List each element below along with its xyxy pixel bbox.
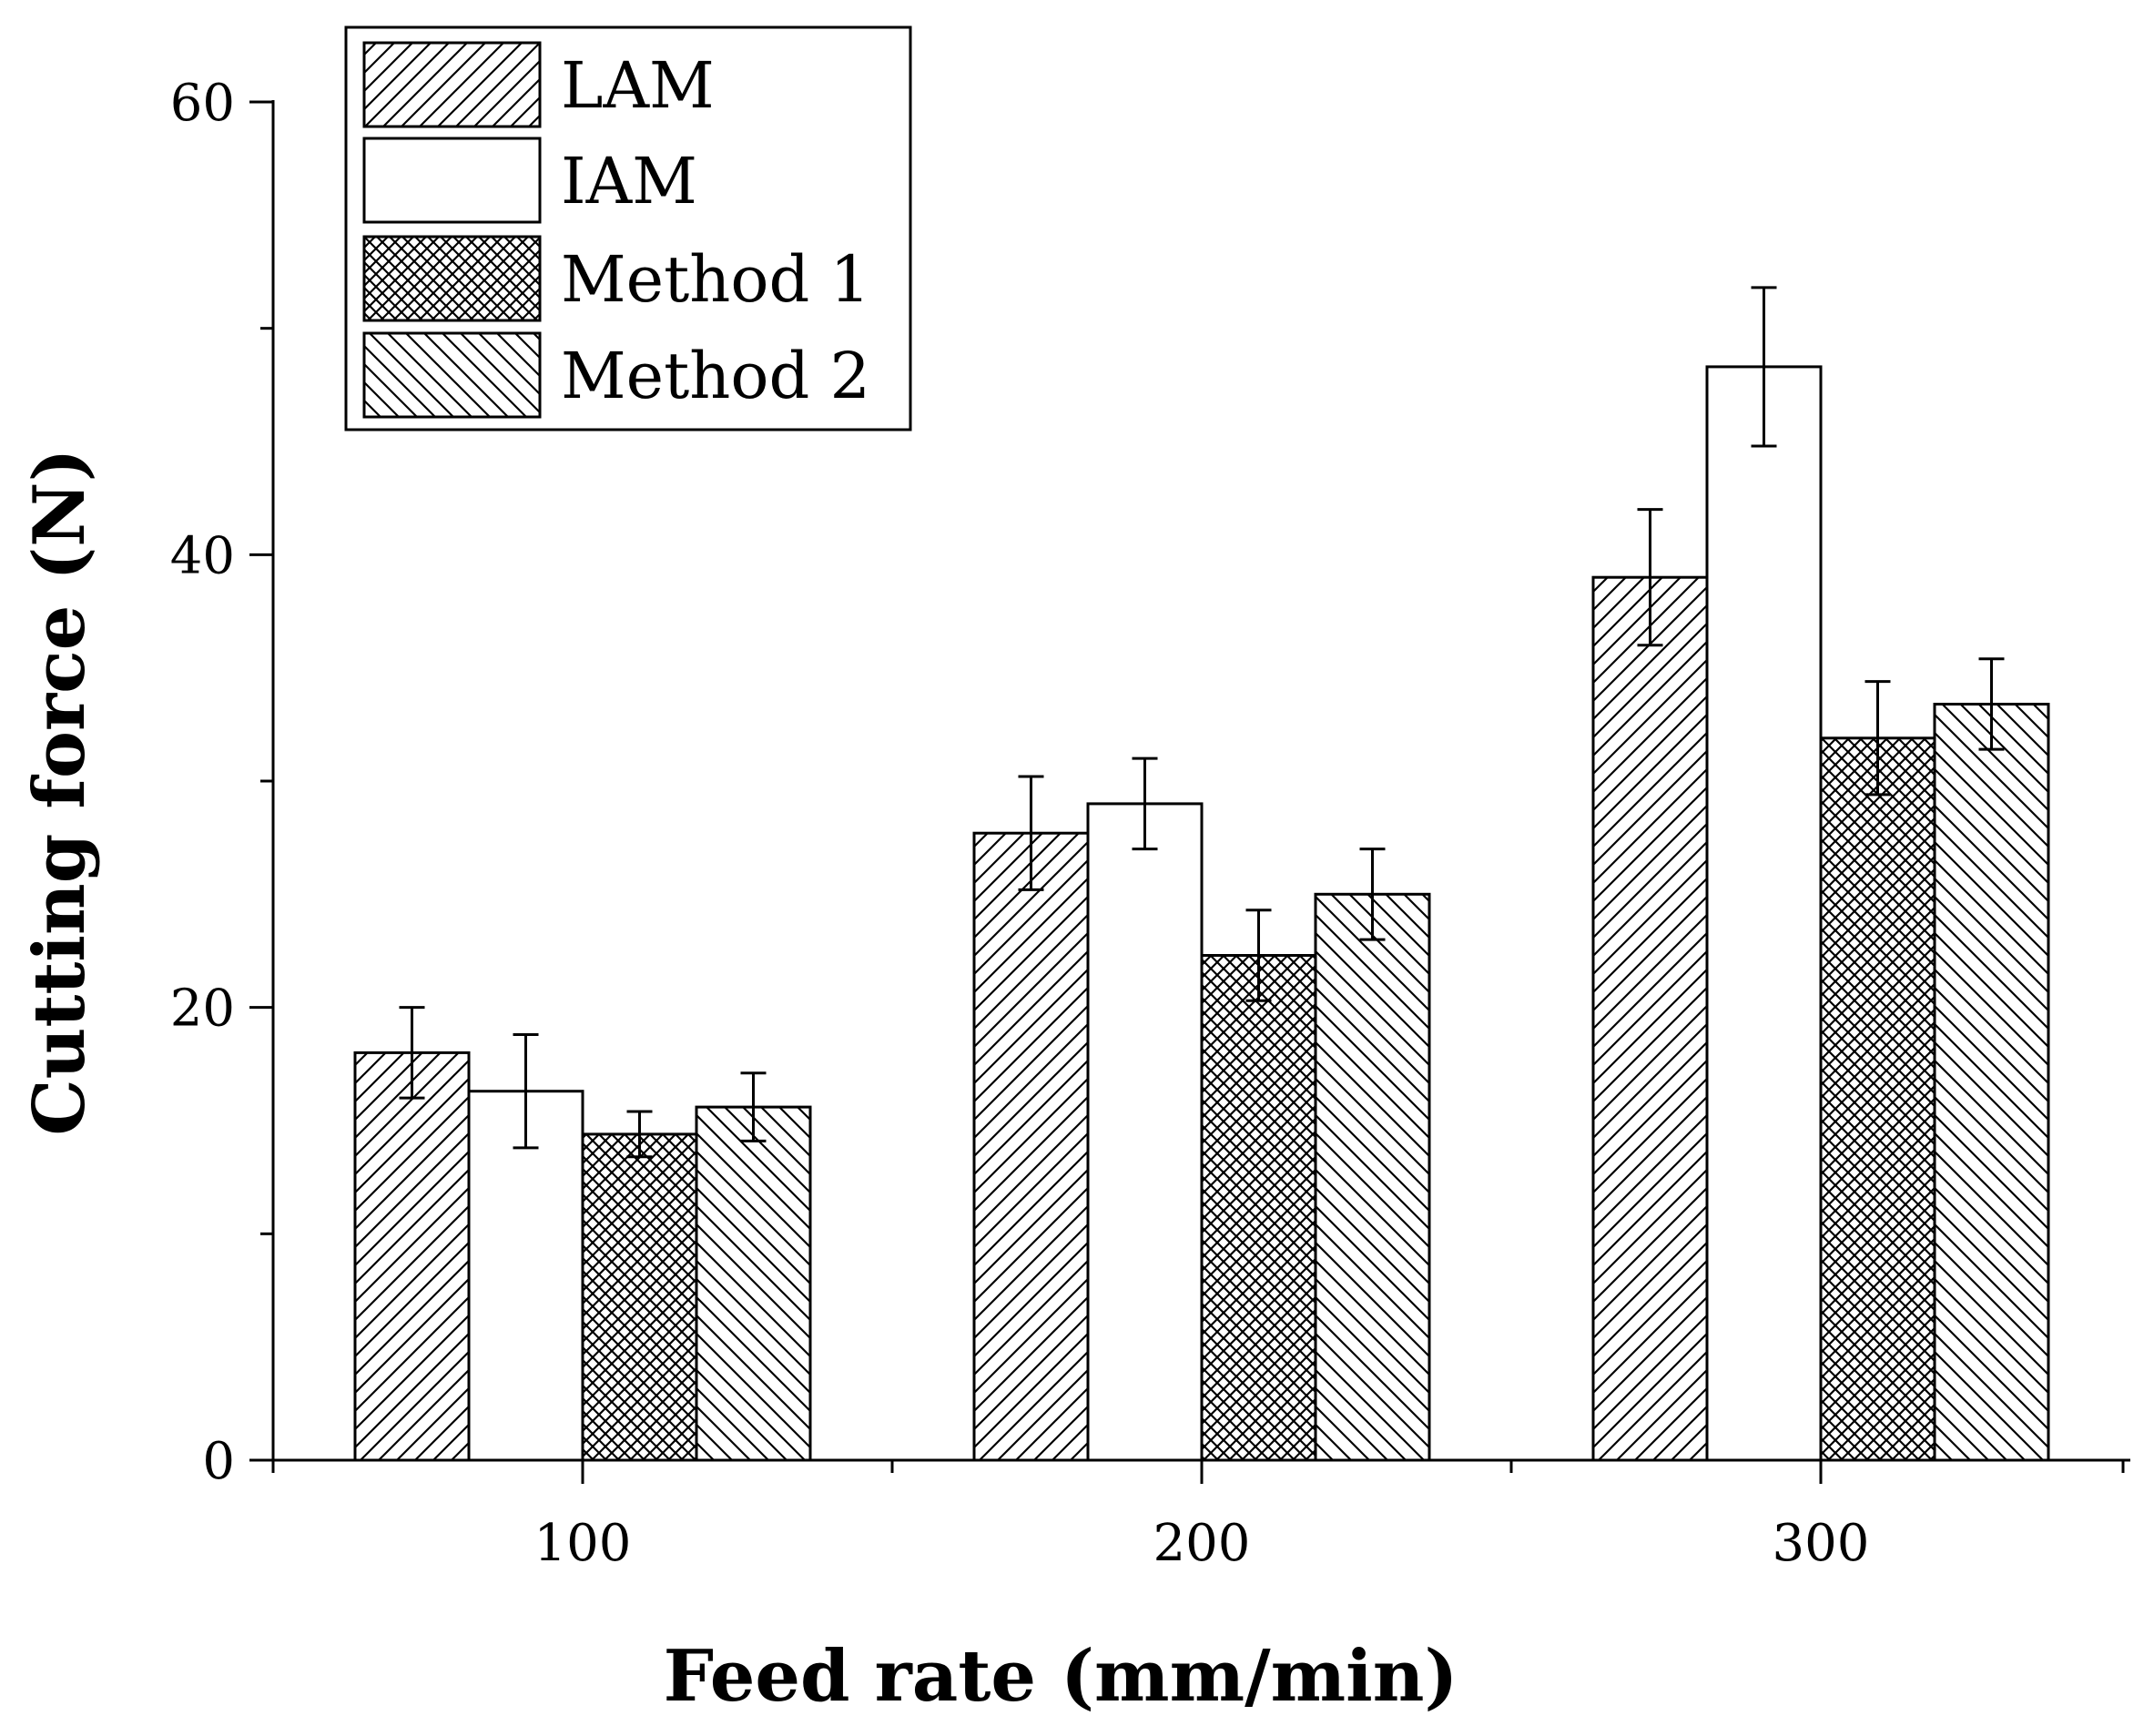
bar-method-1-200 [1200,954,1317,1462]
legend: LAM IAM Method 1 Method 2 [344,25,912,431]
legend-label-method-2: Method 2 [561,339,870,413]
bar-method-1-300 [1819,736,1936,1462]
x-tick-label-300: 300 [1773,1514,1870,1573]
bar-lam-200 [972,831,1090,1462]
errorbar-lam-100 [399,1006,425,1100]
y-tick-label-60: 60 [170,74,235,133]
bar-method-1-100 [581,1132,698,1462]
errorbar-method-2-300 [1978,657,2005,751]
axes-layer: 0 20 40 60 100 200 300 [170,74,2130,1573]
x-axis-title: Feed rate (mm/min) [664,1635,1458,1718]
errorbar-iam-300 [1751,286,1777,448]
errorbar-method-1-100 [626,1110,653,1159]
bar-iam-200 [1086,802,1204,1462]
legend-swatch-method-2 [362,331,542,419]
errorbar-lam-300 [1637,508,1663,647]
bar-iam-300 [1705,365,1823,1462]
errorbars-layer [399,286,2005,1159]
legend-swatch-method-1 [362,235,542,322]
bars-layer [353,365,2050,1462]
y-tick-label-20: 20 [170,980,235,1039]
y-tick-label-40: 40 [170,526,235,585]
errorbar-method-2-200 [1359,848,1386,941]
errorbar-lam-200 [1018,775,1044,891]
bar-lam-300 [1591,575,1709,1462]
errorbar-method-1-300 [1864,680,1891,797]
y-axis-title: Cutting force (N) [18,449,101,1136]
legend-label-iam: IAM [561,144,697,218]
legend-label-lam: LAM [561,48,715,123]
y-tick-label-0: 0 [202,1432,235,1491]
x-tick-label-200: 200 [1153,1514,1251,1573]
errorbar-iam-100 [513,1033,539,1150]
legend-swatch-iam [362,137,542,224]
bar-method-2-100 [695,1105,812,1462]
errorbar-iam-200 [1132,756,1158,851]
errorbar-method-2-100 [740,1071,767,1142]
legend-label-method-1: Method 1 [561,242,870,317]
bar-method-2-300 [1933,703,2050,1462]
bar-method-2-200 [1314,892,1431,1462]
bar-lam-100 [353,1051,471,1462]
legend-swatch-lam [362,41,542,128]
bar-iam-100 [467,1090,584,1462]
x-tick-label-100: 100 [534,1514,632,1573]
errorbar-method-1-200 [1245,909,1272,1002]
